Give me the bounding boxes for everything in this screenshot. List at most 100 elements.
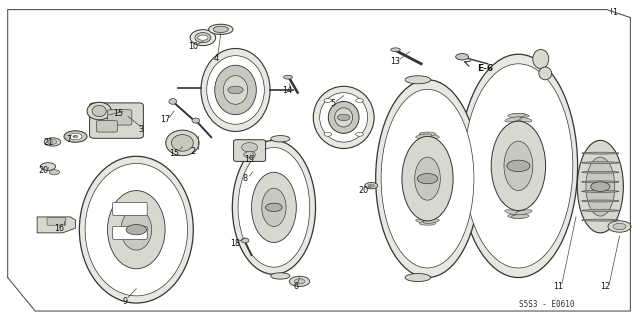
Text: 16: 16	[54, 224, 65, 233]
Ellipse shape	[515, 210, 532, 215]
Ellipse shape	[320, 93, 367, 142]
Ellipse shape	[412, 161, 420, 169]
Ellipse shape	[284, 75, 292, 79]
Ellipse shape	[277, 223, 287, 229]
Ellipse shape	[262, 188, 286, 226]
Text: S5S3 - E0610: S5S3 - E0610	[520, 300, 575, 309]
Circle shape	[417, 174, 438, 184]
Text: 6: 6	[293, 282, 298, 291]
FancyBboxPatch shape	[47, 218, 65, 225]
Ellipse shape	[273, 231, 285, 235]
Ellipse shape	[282, 204, 288, 211]
Text: 10: 10	[188, 42, 198, 51]
Ellipse shape	[223, 76, 248, 104]
Ellipse shape	[209, 24, 233, 34]
Ellipse shape	[207, 56, 264, 124]
Ellipse shape	[280, 214, 288, 221]
Text: 3: 3	[138, 125, 143, 134]
Ellipse shape	[201, 48, 270, 131]
Ellipse shape	[524, 134, 535, 142]
Circle shape	[228, 86, 243, 94]
Ellipse shape	[515, 117, 532, 122]
Ellipse shape	[87, 102, 111, 120]
FancyBboxPatch shape	[113, 203, 147, 216]
Circle shape	[64, 131, 87, 142]
Ellipse shape	[511, 214, 529, 219]
Ellipse shape	[121, 209, 152, 250]
Text: 21: 21	[43, 138, 53, 147]
Ellipse shape	[431, 201, 443, 208]
Ellipse shape	[376, 80, 479, 278]
Ellipse shape	[314, 86, 374, 149]
Text: 2: 2	[191, 147, 196, 156]
Ellipse shape	[405, 274, 431, 281]
Ellipse shape	[260, 204, 266, 211]
Ellipse shape	[582, 219, 619, 221]
Ellipse shape	[508, 214, 525, 219]
Ellipse shape	[436, 174, 444, 183]
Ellipse shape	[435, 161, 444, 169]
Ellipse shape	[460, 54, 578, 278]
Ellipse shape	[166, 130, 199, 156]
Ellipse shape	[118, 226, 125, 233]
Ellipse shape	[169, 99, 177, 104]
Ellipse shape	[492, 121, 546, 211]
FancyBboxPatch shape	[113, 226, 147, 239]
Ellipse shape	[146, 239, 154, 245]
Ellipse shape	[85, 164, 188, 296]
Circle shape	[294, 279, 305, 284]
Ellipse shape	[120, 204, 131, 210]
Ellipse shape	[419, 132, 436, 136]
Ellipse shape	[244, 152, 255, 158]
Ellipse shape	[413, 212, 428, 218]
Circle shape	[507, 160, 530, 172]
Circle shape	[198, 35, 208, 40]
Ellipse shape	[271, 273, 290, 279]
Ellipse shape	[586, 157, 614, 216]
Ellipse shape	[520, 201, 534, 208]
Text: 15: 15	[113, 109, 124, 118]
Ellipse shape	[260, 186, 271, 191]
Ellipse shape	[262, 231, 275, 235]
Circle shape	[324, 99, 332, 102]
Ellipse shape	[260, 223, 271, 229]
Ellipse shape	[280, 194, 288, 201]
Ellipse shape	[129, 260, 143, 263]
Ellipse shape	[141, 249, 152, 255]
Circle shape	[126, 225, 147, 235]
Text: 15: 15	[169, 149, 179, 158]
Ellipse shape	[146, 214, 154, 221]
Ellipse shape	[141, 204, 152, 210]
FancyBboxPatch shape	[96, 121, 118, 132]
Ellipse shape	[416, 219, 432, 223]
Ellipse shape	[119, 239, 127, 245]
Text: 13: 13	[390, 57, 401, 66]
Ellipse shape	[195, 33, 211, 43]
Circle shape	[49, 170, 60, 175]
Circle shape	[266, 203, 282, 211]
Ellipse shape	[214, 65, 256, 115]
FancyBboxPatch shape	[108, 110, 132, 125]
FancyBboxPatch shape	[234, 140, 266, 161]
Ellipse shape	[124, 198, 138, 202]
Ellipse shape	[503, 201, 517, 208]
Ellipse shape	[428, 212, 442, 218]
Ellipse shape	[262, 180, 275, 184]
Ellipse shape	[119, 214, 127, 221]
Text: 1: 1	[612, 8, 617, 17]
Circle shape	[356, 132, 364, 136]
Ellipse shape	[526, 147, 535, 156]
Ellipse shape	[423, 219, 439, 223]
Ellipse shape	[412, 189, 420, 197]
Ellipse shape	[252, 172, 296, 242]
Ellipse shape	[582, 181, 619, 183]
Circle shape	[337, 114, 350, 121]
Ellipse shape	[335, 108, 353, 127]
Ellipse shape	[505, 117, 522, 122]
Ellipse shape	[502, 147, 511, 156]
Ellipse shape	[260, 194, 268, 201]
Ellipse shape	[582, 152, 619, 154]
Circle shape	[69, 133, 82, 140]
Ellipse shape	[412, 149, 424, 156]
Ellipse shape	[431, 149, 443, 156]
